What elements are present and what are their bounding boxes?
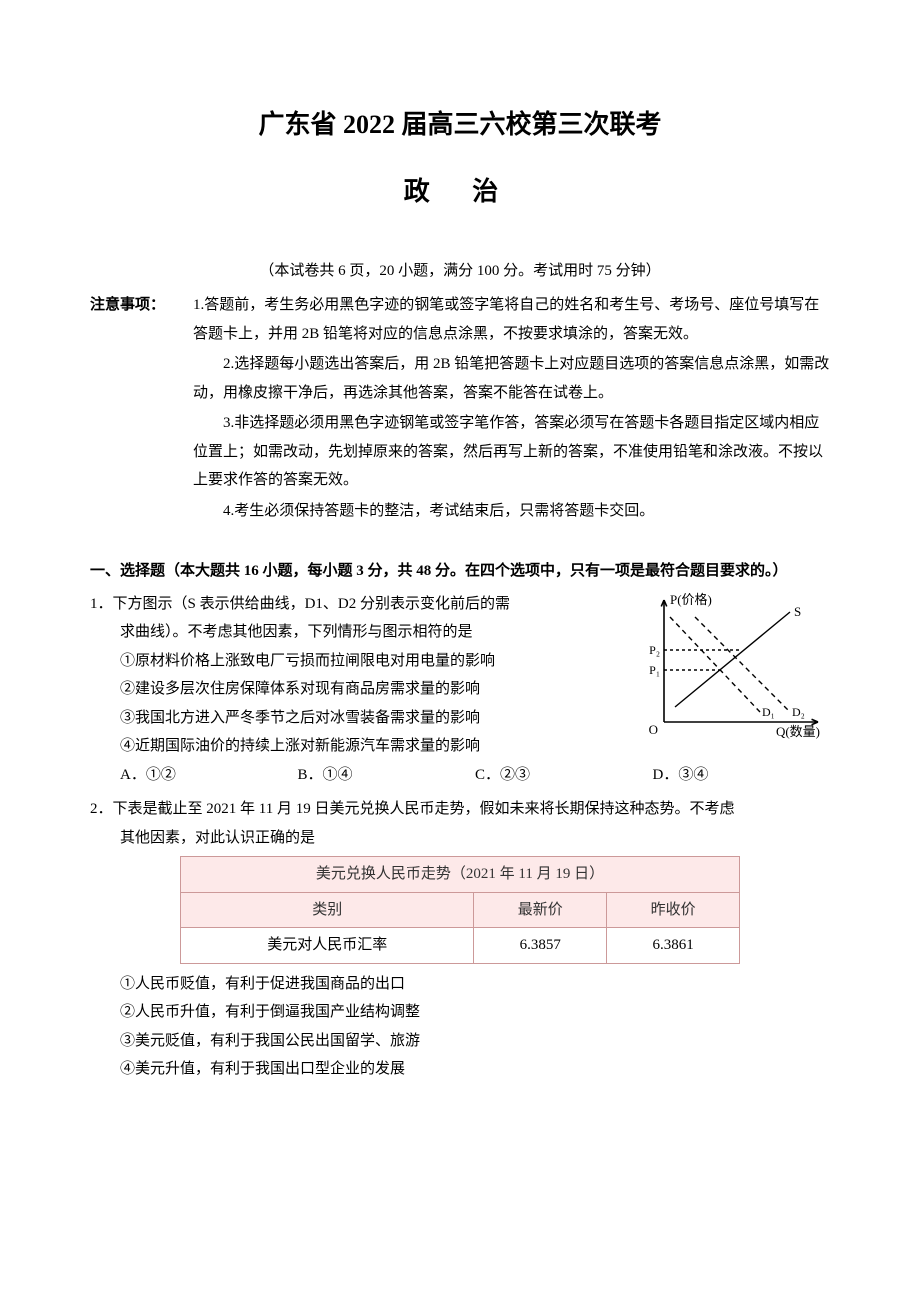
- q2-col-0: 类别: [181, 892, 474, 928]
- svg-text:O: O: [649, 722, 658, 737]
- svg-text:Q(数量): Q(数量): [776, 724, 820, 739]
- exam-title-line2: 政 治: [90, 167, 830, 216]
- q1-options: A．①② B．①④ C．②③ D．③④: [90, 761, 830, 790]
- section-title: 一、选择题（本大题共 16 小题，每小题 3 分，共 48 分。在四个选项中，只…: [90, 557, 830, 586]
- q1-option-c: C．②③: [475, 761, 653, 790]
- svg-text:P(价格): P(价格): [670, 592, 712, 607]
- notice-item-3: 3.非选择题必须用黑色字迹钢笔或签字笔作答，答案必须写在答题卡各题目指定区域内相…: [193, 409, 830, 495]
- q1-item-2: ②建设多层次住房保障体系对现有商品房需求量的影响: [90, 675, 634, 704]
- question-1: 1．下方图示（S 表示供给曲线，D1、D2 分别表示变化前后的需 求曲线）。不考…: [90, 590, 830, 790]
- q1-option-b: B．①④: [298, 761, 476, 790]
- svg-text:P₁: P₁: [649, 663, 660, 677]
- svg-text:P₂: P₂: [649, 643, 660, 657]
- notice-label: 注意事项：: [90, 291, 165, 527]
- svg-text:D₁: D₁: [762, 705, 775, 719]
- q1-option-a: A．①②: [120, 761, 298, 790]
- q1-item-1: ①原材料价格上涨致电厂亏损而拉闸限电对用电量的影响: [90, 647, 634, 676]
- q2-cell-0-0: 美元对人民币汇率: [181, 928, 474, 964]
- notice-block: 注意事项： 1.答题前，考生务必用黑色字迹的钢笔或签字笔将自己的姓名和考生号、考…: [90, 291, 830, 527]
- q2-col-2: 昨收价: [607, 892, 740, 928]
- q2-table-title: 美元兑换人民币走势（2021 年 11 月 19 日）: [181, 857, 740, 893]
- q2-item-1: ①人民币贬值，有利于促进我国商品的出口: [90, 970, 830, 999]
- exam-info: （本试卷共 6 页，20 小题，满分 100 分。考试用时 75 分钟）: [90, 257, 830, 286]
- q2-table: 美元兑换人民币走势（2021 年 11 月 19 日） 类别 最新价 昨收价 美…: [180, 856, 740, 964]
- q1-chart: P(价格) Q(数量) O P₁ P₂ S D₁ D₂: [640, 592, 830, 742]
- q2-cell-0-2: 6.3861: [607, 928, 740, 964]
- exam-title-line1: 广东省 2022 届高三六校第三次联考: [90, 100, 830, 149]
- q2-col-1: 最新价: [474, 892, 607, 928]
- q2-stem-1: 2．下表是截止至 2021 年 11 月 19 日美元兑换人民币走势，假如未来将…: [90, 795, 830, 824]
- svg-text:D₂: D₂: [792, 705, 805, 719]
- q2-item-2: ②人民币升值，有利于倒逼我国产业结构调整: [90, 998, 830, 1027]
- q1-stem-2: 求曲线）。不考虑其他因素，下列情形与图示相符的是: [90, 618, 634, 647]
- question-2: 2．下表是截止至 2021 年 11 月 19 日美元兑换人民币走势，假如未来将…: [90, 795, 830, 1084]
- q1-item-4: ④近期国际油价的持续上涨对新能源汽车需求量的影响: [90, 732, 634, 761]
- q1-item-3: ③我国北方进入严冬季节之后对冰雪装备需求量的影响: [90, 704, 634, 733]
- svg-text:S: S: [794, 604, 801, 619]
- q1-option-d: D．③④: [653, 761, 831, 790]
- q2-cell-0-1: 6.3857: [474, 928, 607, 964]
- q2-stem-2: 其他因素，对此认识正确的是: [90, 824, 830, 853]
- notice-item-1: 1.答题前，考生务必用黑色字迹的钢笔或签字笔将自己的姓名和考生号、考场号、座位号…: [193, 291, 830, 348]
- q1-stem-1: 1．下方图示（S 表示供给曲线，D1、D2 分别表示变化前后的需: [90, 590, 634, 619]
- q2-item-4: ④美元升值，有利于我国出口型企业的发展: [90, 1055, 830, 1084]
- q2-item-3: ③美元贬值，有利于我国公民出国留学、旅游: [90, 1027, 830, 1056]
- notice-item-4: 4.考生必须保持答题卡的整洁，考试结束后，只需将答题卡交回。: [193, 497, 830, 526]
- notice-item-2: 2.选择题每小题选出答案后，用 2B 铅笔把答题卡上对应题目选项的答案信息点涂黑…: [193, 350, 830, 407]
